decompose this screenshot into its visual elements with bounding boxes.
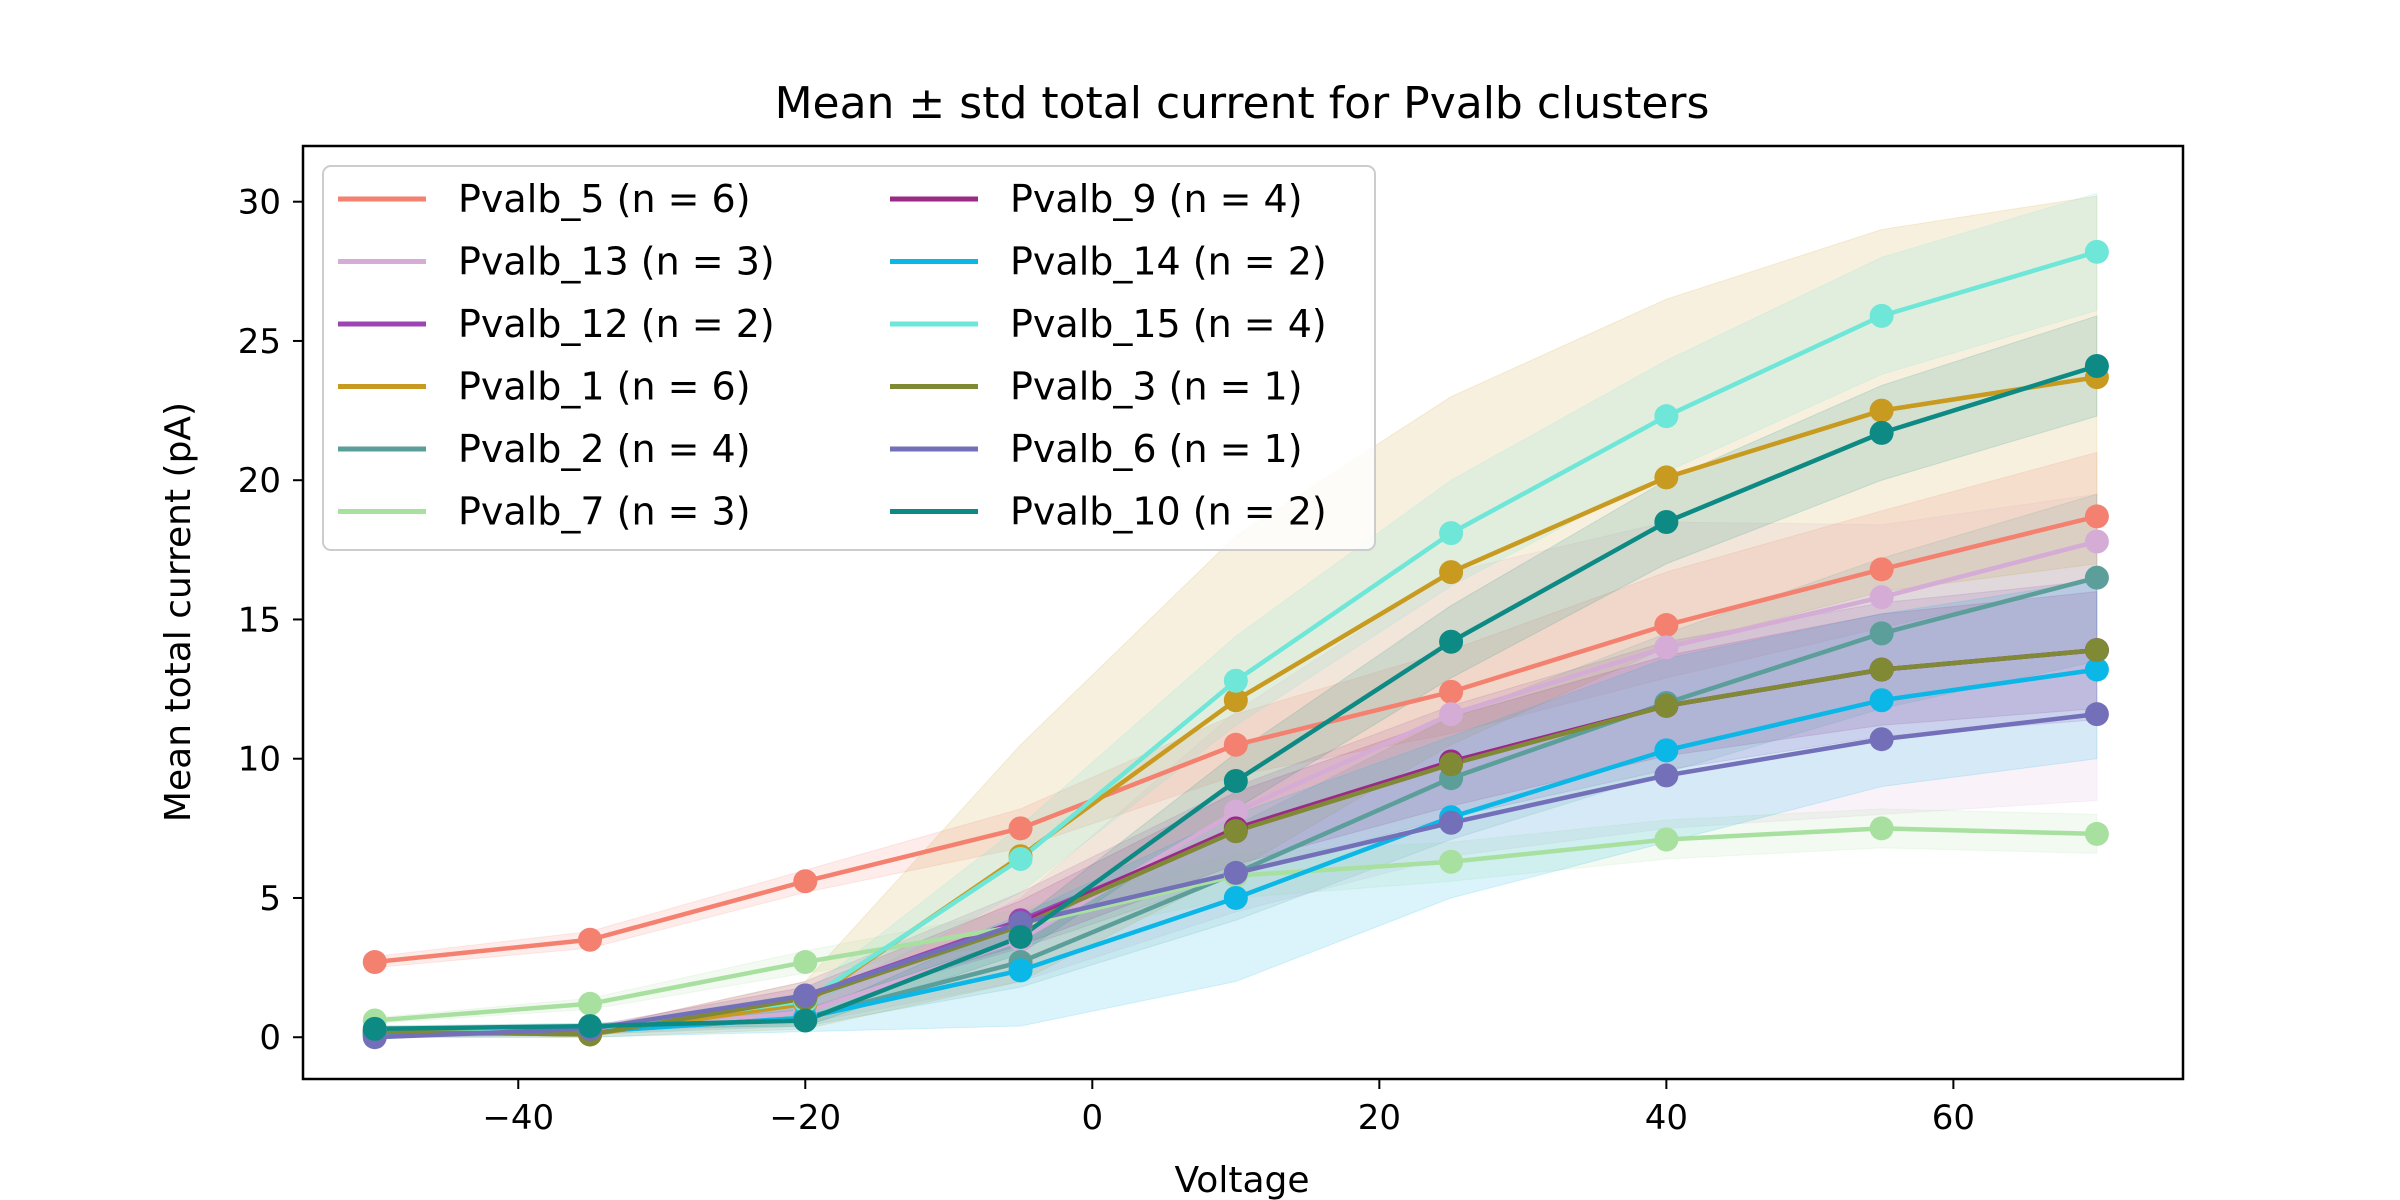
series-points <box>362 239 2109 1050</box>
legend-label-1: Pvalb_13 (n = 3) <box>458 240 775 284</box>
data-point-10-7 <box>1869 727 1894 752</box>
x-tick-label-5: 60 <box>1932 1098 1975 1138</box>
legend-label-2: Pvalb_12 (n = 2) <box>458 302 775 346</box>
legend-label-8: Pvalb_15 (n = 4) <box>1010 302 1327 346</box>
data-point-5-1 <box>578 991 603 1016</box>
data-point-5-5 <box>1439 849 1464 874</box>
data-point-11-8 <box>2084 354 2109 379</box>
legend-box <box>322 165 1376 551</box>
data-point-1-6 <box>1654 635 1679 660</box>
data-point-7-6 <box>1654 738 1679 763</box>
data-point-11-1 <box>578 1014 603 1039</box>
data-point-1-8 <box>2084 529 2109 554</box>
data-point-0-0 <box>362 950 387 975</box>
plot-frame <box>301 144 2185 1081</box>
data-point-9-8 <box>2084 638 2109 663</box>
data-point-0-8 <box>2084 504 2109 529</box>
legend-label-11: Pvalb_10 (n = 2) <box>1010 490 1327 534</box>
data-point-3-6 <box>1654 465 1679 490</box>
x-tick-label-2: 0 <box>1081 1098 1103 1138</box>
y-tick-label-1: 5 <box>259 879 281 919</box>
data-point-8-6 <box>1654 404 1679 429</box>
legend-label-10: Pvalb_6 (n = 1) <box>1010 427 1303 471</box>
legend-label-9: Pvalb_3 (n = 1) <box>1010 365 1303 409</box>
data-point-10-5 <box>1439 810 1464 835</box>
data-point-3-7 <box>1869 398 1894 423</box>
legend-label-6: Pvalb_9 (n = 4) <box>1010 177 1303 221</box>
y-tick-label-4: 20 <box>238 461 281 501</box>
data-point-0-6 <box>1654 613 1679 638</box>
data-point-4-8 <box>2084 565 2109 590</box>
x-tick-label-1: −20 <box>769 1098 841 1138</box>
legend-label-4: Pvalb_2 (n = 4) <box>458 427 751 471</box>
y-tick-label-0: 0 <box>259 1018 281 1058</box>
data-point-5-6 <box>1654 827 1679 852</box>
data-point-11-4 <box>1223 768 1248 793</box>
data-point-8-5 <box>1439 521 1464 546</box>
x-axis: −40 −20 0 20 40 60 <box>482 1079 1975 1138</box>
data-point-11-0 <box>362 1016 387 1041</box>
legend-label-5: Pvalb_7 (n = 3) <box>458 490 751 534</box>
data-point-0-7 <box>1869 557 1894 582</box>
data-point-8-4 <box>1223 668 1248 693</box>
data-point-10-2 <box>793 983 818 1008</box>
y-tick-label-5: 25 <box>238 322 281 362</box>
data-point-0-4 <box>1223 732 1248 757</box>
data-point-7-8 <box>2084 657 2109 682</box>
data-point-7-3 <box>1008 958 1033 983</box>
data-point-5-2 <box>793 950 818 975</box>
x-tick-label-3: 20 <box>1358 1098 1401 1138</box>
x-tick-label-4: 40 <box>1645 1098 1688 1138</box>
data-point-9-7 <box>1869 657 1894 682</box>
data-point-8-3 <box>1008 846 1033 871</box>
data-point-9-6 <box>1654 693 1679 718</box>
data-point-3-4 <box>1223 688 1248 713</box>
chart-title: Mean ± std total current for Pvalb clust… <box>775 78 1710 129</box>
y-axis: 0 5 10 15 20 25 30 <box>238 183 303 1058</box>
data-point-1-4 <box>1223 799 1248 824</box>
data-point-0-1 <box>578 927 603 952</box>
data-point-5-7 <box>1869 816 1894 841</box>
data-point-10-6 <box>1654 763 1679 788</box>
data-point-7-7 <box>1869 688 1894 713</box>
data-point-1-5 <box>1439 702 1464 727</box>
y-tick-label-3: 15 <box>238 600 281 640</box>
legend-label-7: Pvalb_14 (n = 2) <box>1010 240 1327 284</box>
data-point-11-2 <box>793 1008 818 1033</box>
data-point-5-8 <box>2084 821 2109 846</box>
legend-label-3: Pvalb_1 (n = 6) <box>458 365 751 409</box>
y-tick-label-6: 30 <box>238 183 281 223</box>
legend-label-0: Pvalb_5 (n = 6) <box>458 177 751 221</box>
data-point-1-7 <box>1869 585 1894 610</box>
y-axis-label: Mean total current (pA) <box>158 402 199 822</box>
legend: Pvalb_5 (n = 6) Pvalb_13 (n = 3) Pvalb_12 … <box>322 165 1376 551</box>
x-axis-label: Voltage <box>1174 1160 1309 1200</box>
data-point-8-8 <box>2084 239 2109 264</box>
data-point-11-6 <box>1654 509 1679 534</box>
data-point-9-5 <box>1439 752 1464 777</box>
data-point-7-4 <box>1223 885 1248 910</box>
data-point-0-2 <box>793 869 818 894</box>
x-tick-label-0: −40 <box>482 1098 554 1138</box>
data-point-0-3 <box>1008 816 1033 841</box>
y-tick-label-2: 10 <box>238 740 281 780</box>
data-point-0-5 <box>1439 679 1464 704</box>
data-point-9-4 <box>1223 819 1248 844</box>
data-point-3-5 <box>1439 560 1464 585</box>
data-point-10-4 <box>1223 860 1248 885</box>
data-point-11-3 <box>1008 924 1033 949</box>
data-point-8-7 <box>1869 303 1894 328</box>
data-point-11-7 <box>1869 420 1894 445</box>
data-point-4-7 <box>1869 621 1894 646</box>
data-point-11-5 <box>1439 629 1464 654</box>
data-point-10-8 <box>2084 702 2109 727</box>
